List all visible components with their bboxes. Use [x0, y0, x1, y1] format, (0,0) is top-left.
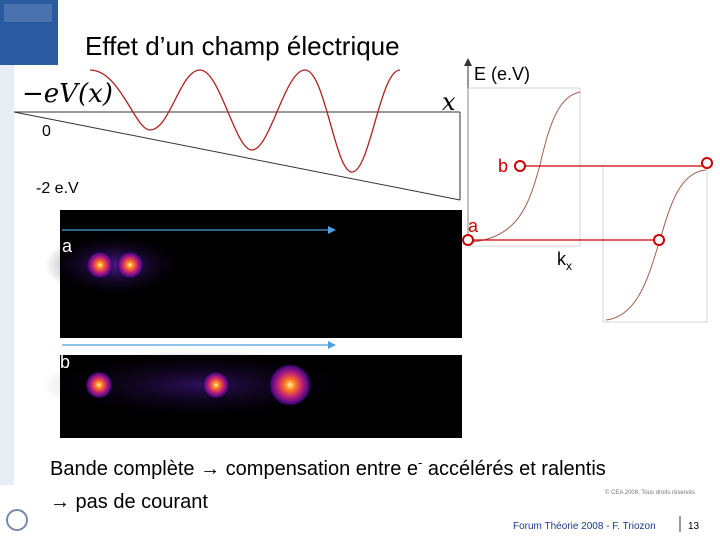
minus-label: -2 e.V	[36, 180, 79, 197]
blob-a2	[116, 251, 144, 279]
logo-band	[4, 4, 52, 22]
x-label: x	[442, 88, 456, 116]
k-label: kx	[557, 249, 572, 273]
blob-b3	[268, 363, 312, 407]
point-b2	[701, 157, 713, 169]
copyright: © CEA 2008. Tous droits réservés	[605, 489, 695, 496]
image-b-label: b	[60, 352, 70, 372]
footer: Forum Théorie 2008 - F. Triozon	[513, 521, 656, 532]
band-curve-1	[467, 91, 581, 243]
arrow-head-a	[328, 226, 336, 234]
left-strip	[0, 65, 14, 485]
point-b	[514, 160, 526, 172]
energy-arrow	[464, 58, 472, 66]
t: pas de courant	[70, 491, 208, 513]
t: Bande complète	[50, 458, 200, 480]
arrow-head-b	[328, 341, 336, 349]
wavefunction	[89, 69, 401, 173]
potential-line	[13, 111, 461, 201]
point-b-label: b	[498, 156, 508, 176]
blob-b2	[202, 371, 230, 399]
point-a2	[653, 234, 665, 246]
t: accélérés et ralentis	[422, 458, 605, 480]
title: Effet d’un champ électrique	[85, 31, 400, 61]
point-a	[462, 234, 474, 246]
k: k	[557, 249, 567, 269]
arrow: →	[200, 458, 220, 480]
band-frame-1	[467, 87, 581, 247]
cea-logo	[6, 509, 28, 531]
t: compensation entre e	[220, 458, 418, 480]
point-a-label: a	[468, 216, 479, 236]
potential-label: −eV(x)	[22, 79, 113, 109]
sup: -	[418, 455, 422, 470]
blob-b1	[85, 371, 113, 399]
page-number: 13	[688, 521, 700, 532]
line-1: Bande complète → compensation entre e- a…	[50, 455, 606, 480]
haze-a	[45, 233, 185, 297]
image-a-label: a	[62, 236, 73, 256]
energy-label: E (e.V)	[474, 64, 530, 84]
k-sub: x	[566, 259, 572, 273]
arrow: →	[50, 491, 70, 513]
logo-leti	[0, 0, 58, 65]
blob-a1	[86, 251, 114, 279]
zero-label: 0	[42, 123, 51, 140]
line-2: → pas de courant	[50, 491, 208, 513]
